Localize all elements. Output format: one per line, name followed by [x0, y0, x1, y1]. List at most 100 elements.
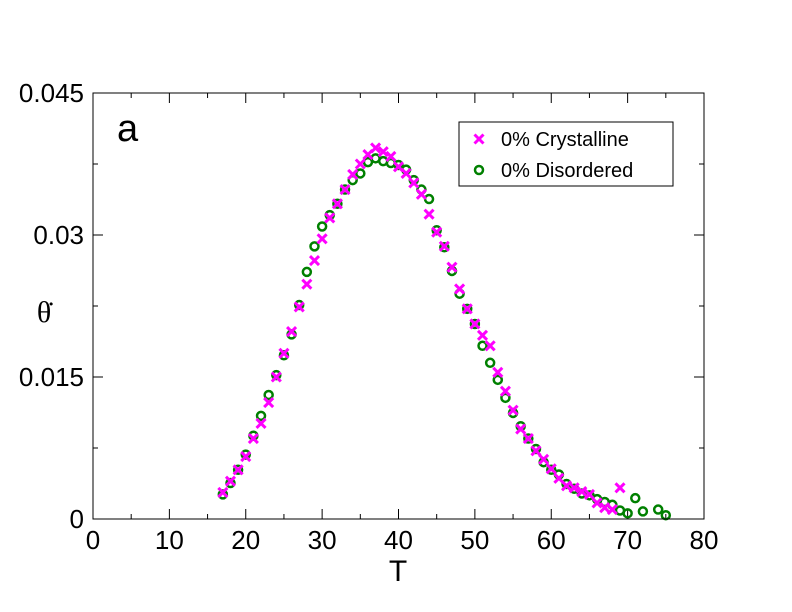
panel-label: a	[117, 108, 139, 150]
legend-o-marker	[473, 164, 485, 176]
data-point-crystalline	[438, 240, 450, 252]
data-point-disordered	[546, 464, 557, 476]
data-point-crystalline	[423, 208, 435, 220]
y-tick-label: 0.03	[33, 220, 84, 250]
data-point-disordered	[301, 266, 313, 278]
plot-frame	[92, 92, 705, 520]
data-point-disordered	[523, 433, 534, 444]
data-point-crystalline	[484, 340, 496, 352]
legend-label-disordered: 0% Disordered	[501, 160, 633, 182]
y-tick-label: 0.045	[19, 78, 84, 108]
data-point-crystalline	[247, 432, 259, 445]
data-point-crystalline	[606, 503, 618, 516]
data-point-crystalline	[538, 453, 550, 465]
data-point-crystalline	[339, 183, 351, 196]
data-point-crystalline	[431, 226, 443, 238]
data-point-disordered	[316, 221, 328, 232]
legend-marker-disordered	[473, 164, 485, 176]
x-tick-label: 50	[460, 525, 489, 555]
data-point-crystalline	[347, 168, 359, 180]
data-point-crystalline	[232, 464, 244, 476]
data-point-crystalline	[522, 432, 534, 445]
data-point-crystalline	[553, 472, 565, 484]
y-tick-label: 0	[70, 504, 84, 534]
data-points	[217, 142, 672, 521]
data-point-crystalline	[461, 303, 473, 315]
data-point-crystalline	[377, 146, 389, 158]
data-point-crystalline	[308, 254, 321, 267]
x-tick-label: 40	[384, 525, 413, 555]
data-point-crystalline	[324, 212, 336, 224]
data-point-disordered	[461, 303, 473, 315]
data-point-disordered	[469, 318, 481, 330]
data-point-disordered	[355, 168, 366, 179]
data-point-disordered	[500, 392, 511, 404]
data-point-disordered	[339, 184, 351, 195]
data-point-crystalline	[286, 325, 298, 338]
data-point-crystalline	[408, 177, 420, 189]
x-tick-label: 70	[613, 525, 642, 555]
data-point-crystalline	[224, 475, 237, 487]
data-point-crystalline	[560, 480, 573, 492]
data-point-crystalline	[568, 482, 580, 494]
data-point-crystalline	[454, 283, 466, 295]
data-point-crystalline	[614, 482, 626, 494]
data-point-crystalline	[385, 150, 397, 162]
data-point-crystalline	[370, 142, 382, 154]
x-tick-label: 20	[231, 525, 260, 555]
data-point-disordered	[637, 506, 649, 517]
data-point-crystalline	[476, 329, 489, 341]
data-point-disordered	[232, 464, 244, 476]
data-point-crystalline	[530, 445, 542, 457]
data-point-disordered	[423, 193, 435, 205]
data-point-disordered	[484, 357, 496, 369]
y-tick-label: 0.015	[19, 362, 84, 392]
data-point-disordered	[477, 340, 488, 352]
data-point-crystalline	[415, 188, 427, 200]
data-point-crystalline	[255, 417, 267, 429]
data-point-crystalline	[515, 423, 527, 435]
x-tick-label: 80	[690, 525, 719, 555]
legend-box	[458, 121, 674, 187]
x-tick-label: 60	[537, 525, 566, 555]
data-point-crystalline	[576, 485, 588, 498]
data-point-crystalline	[331, 198, 343, 210]
data-point-crystalline	[499, 385, 511, 397]
data-point-crystalline	[545, 463, 557, 475]
y-axis-title: θ̇	[37, 296, 53, 329]
data-point-crystalline	[278, 347, 290, 359]
data-point-disordered	[439, 242, 450, 253]
axis-tick-labels: 0 10 20 30 40 50 60 70 80 0 0.015 0.03 0.045	[19, 78, 719, 555]
data-point-crystalline	[217, 486, 229, 499]
x-tick-label: 0	[86, 525, 100, 555]
legend-marker-crystalline	[473, 133, 485, 145]
x-axis-title: T	[389, 555, 407, 588]
data-point-disordered	[309, 241, 320, 252]
data-point-crystalline	[293, 301, 305, 313]
data-point-disordered	[255, 410, 267, 422]
data-point-crystalline	[270, 371, 282, 383]
data-point-crystalline	[400, 167, 412, 180]
data-point-disordered	[622, 508, 633, 519]
data-point-crystalline	[354, 158, 366, 170]
data-point-crystalline	[240, 450, 252, 463]
legend-label-crystalline: 0% Crystalline	[501, 129, 629, 151]
legend: 0% Crystalline 0% Disordered	[458, 121, 674, 187]
data-point-crystalline	[492, 366, 504, 378]
data-point-crystalline	[263, 396, 275, 409]
data-point-disordered	[652, 504, 664, 515]
data-point-crystalline	[507, 404, 519, 416]
legend-x-marker	[473, 133, 485, 145]
data-point-crystalline	[316, 233, 328, 245]
data-point-crystalline	[469, 318, 481, 330]
data-point-disordered	[630, 492, 641, 504]
data-point-disordered	[492, 374, 504, 386]
x-tick-label: 10	[155, 525, 184, 555]
data-point-disordered	[263, 389, 274, 401]
x-tick-label: 30	[308, 525, 337, 555]
data-point-crystalline	[599, 502, 611, 514]
data-point-crystalline	[301, 278, 313, 290]
data-point-crystalline	[583, 488, 595, 500]
data-point-disordered	[332, 198, 343, 210]
